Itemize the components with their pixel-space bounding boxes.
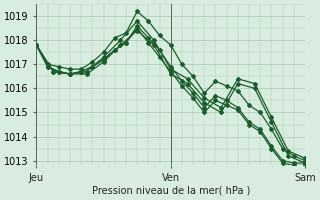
X-axis label: Pression niveau de la mer( hPa ): Pression niveau de la mer( hPa )	[92, 186, 250, 196]
